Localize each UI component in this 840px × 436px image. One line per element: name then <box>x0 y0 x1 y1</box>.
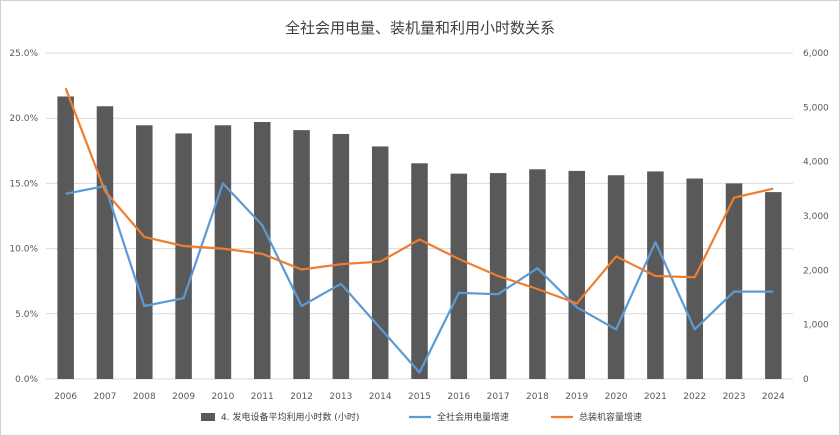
left-axis-labels: 0.0% 5.0% 10.0% 15.0% 20.0% 25.0% <box>9 49 38 385</box>
series-line <box>64 87 774 305</box>
x-tick-label: 2008 <box>133 392 156 402</box>
x-tick-label: 2011 <box>251 392 274 402</box>
legend-label: 4. 发电设备平均利用小时数 (小时) <box>221 411 359 423</box>
x-tick-label: 2013 <box>329 392 352 402</box>
right-axis-labels: 0 1,000 2,000 3,000 4,000 5,000 6,000 <box>803 49 829 385</box>
right-tick-label: 5,000 <box>803 103 829 113</box>
bar <box>371 146 389 379</box>
x-tick-label: 2023 <box>723 392 746 402</box>
right-tick-label: 3,000 <box>803 212 829 222</box>
left-tick-label: 25.0% <box>9 49 38 59</box>
bar <box>568 170 586 379</box>
left-tick-label: 10.0% <box>9 245 38 255</box>
bar <box>136 125 153 379</box>
x-tick-label: 2017 <box>487 392 510 402</box>
right-tick-label: 1,000 <box>803 321 829 331</box>
legend: 4. 发电设备平均利用小时数 (小时) 全社会用电量增速 总装机容量增速 <box>201 411 642 423</box>
x-tick-label: 2019 <box>565 392 588 402</box>
bar <box>214 125 232 379</box>
x-tick-label: 2022 <box>683 392 706 402</box>
x-tick-label: 2007 <box>94 392 117 402</box>
x-tick-label: 2018 <box>526 392 549 402</box>
bar <box>686 178 703 379</box>
left-tick-label: 20.0% <box>9 114 38 124</box>
bar-series <box>57 96 782 380</box>
left-tick-label: 5.0% <box>15 310 38 320</box>
left-tick-label: 0.0% <box>15 375 38 385</box>
bar <box>607 175 625 379</box>
bar <box>332 133 350 379</box>
x-tick-label: 2006 <box>54 392 77 402</box>
legend-swatch <box>201 413 215 421</box>
left-tick-label: 15.0% <box>9 179 38 189</box>
x-tick-label: 2012 <box>290 392 313 402</box>
bar <box>765 192 782 379</box>
bar <box>175 133 192 379</box>
bar <box>293 130 310 379</box>
bar <box>411 163 428 379</box>
line-series <box>64 87 774 374</box>
x-tick-label: 2020 <box>605 392 628 402</box>
right-tick-label: 0 <box>803 375 809 385</box>
legend-label: 全社会用电量增速 <box>437 411 509 423</box>
x-tick-label: 2024 <box>762 392 785 402</box>
bar <box>57 96 74 379</box>
x-tick-label: 2014 <box>369 392 392 402</box>
bar <box>725 183 743 379</box>
right-tick-label: 2,000 <box>803 266 829 276</box>
bar <box>96 106 114 379</box>
chart-title: 全社会用电量、装机量和利用小时数关系 <box>285 19 555 37</box>
x-tick-label: 2009 <box>172 392 195 402</box>
x-tick-label: 2021 <box>644 392 667 402</box>
legend-label: 总装机容量增速 <box>579 411 642 423</box>
x-axis-labels: 2006 2007 2008 2009 2010 2011 2012 2013 2014 2015… <box>54 392 785 402</box>
x-tick-label: 2010 <box>211 392 234 402</box>
series-line <box>65 182 774 374</box>
bar <box>253 122 271 380</box>
right-tick-label: 4,000 <box>803 158 829 168</box>
bar <box>450 173 468 379</box>
right-tick-label: 6,000 <box>803 49 829 59</box>
x-tick-label: 2015 <box>408 392 431 402</box>
bar <box>529 169 546 379</box>
x-tick-label: 2016 <box>447 392 470 402</box>
